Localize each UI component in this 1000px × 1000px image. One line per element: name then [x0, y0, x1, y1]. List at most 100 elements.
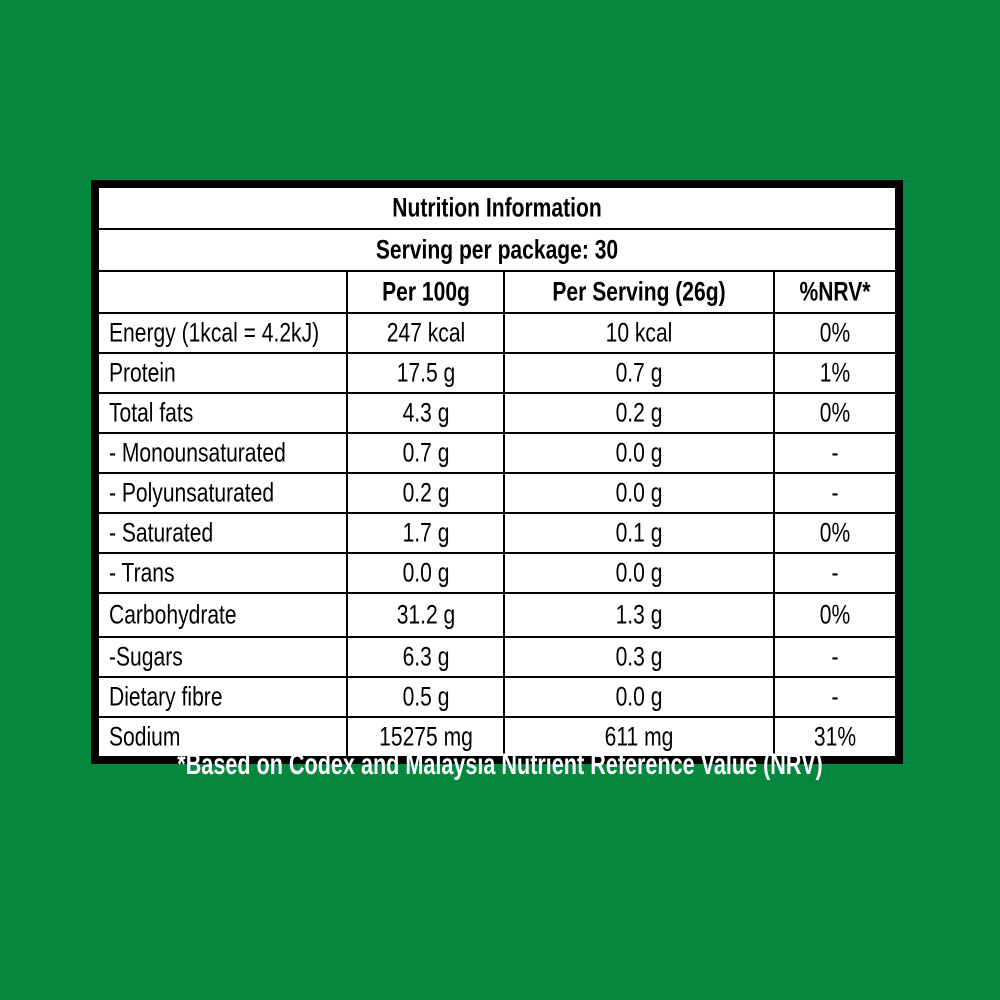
cell-text: 0.7 g	[402, 437, 449, 468]
cell: 0.3 g	[503, 636, 775, 678]
data-row: - Polyunsaturated 0.2 g 0.0 g -	[94, 472, 900, 514]
serving-text: Serving per package: 30	[375, 234, 619, 265]
data-row: Energy (1kcal = 4.2kJ) 247 kcal 10 kcal 0%	[94, 312, 900, 354]
cell: - Trans	[94, 552, 348, 594]
cell-text: 0%	[819, 317, 851, 348]
cell-text: 0.0 g	[615, 477, 663, 508]
cell: -	[773, 472, 900, 514]
cell-text: -	[831, 557, 839, 588]
cell-text: -	[831, 681, 839, 712]
cell-text: Total fats	[109, 397, 194, 428]
cell-text: 0.0 g	[615, 437, 663, 468]
title-cell: Nutrition Information	[94, 183, 900, 230]
cell: 0.2 g	[346, 472, 505, 514]
cell: 0%	[773, 512, 900, 554]
cell-text: 1%	[819, 357, 851, 388]
serving-cell: Serving per package: 30	[94, 228, 900, 272]
cell-text: 0.1 g	[615, 517, 663, 548]
header-row: Per 100g Per Serving (26g) %NRV*	[94, 270, 900, 314]
cell: -	[773, 676, 900, 718]
cell: - Polyunsaturated	[94, 472, 348, 514]
footnote: *Based on Codex and Malaysia Nutrient Re…	[177, 748, 823, 781]
cell-text: 0.2 g	[615, 397, 663, 428]
cell: 0.7 g	[346, 432, 505, 474]
cell-text: Dietary fibre	[109, 681, 223, 712]
cell-text: 0%	[819, 517, 851, 548]
cell-text: %NRV*	[799, 276, 871, 307]
data-row: Carbohydrate 31.2 g 1.3 g 0%	[94, 592, 900, 638]
cell-text: 247 kcal	[386, 317, 465, 348]
cell-text: 0.3 g	[615, 641, 663, 672]
cell-text: 1.3 g	[615, 599, 663, 630]
cell-text: 0%	[819, 397, 851, 428]
cell-text: 0.2 g	[402, 477, 449, 508]
cell: 17.5 g	[346, 352, 505, 394]
cell: Total fats	[94, 392, 348, 434]
cell-text: 10 kcal	[605, 317, 673, 348]
cell: Sodium	[94, 716, 348, 761]
cell-text: - Saturated	[109, 517, 214, 548]
cell: 0%	[773, 312, 900, 354]
data-row: Sodium 15275 mg 611 mg 31%	[94, 716, 900, 761]
cell: 1%	[773, 352, 900, 394]
cell: 0.0 g	[503, 432, 775, 474]
cell-text: Carbohydrate	[109, 599, 237, 630]
cell: 31.2 g	[346, 592, 505, 638]
cell: Carbohydrate	[94, 592, 348, 638]
cell: 0%	[773, 392, 900, 434]
cell-text: 0.7 g	[615, 357, 663, 388]
cell: 0.0 g	[503, 676, 775, 718]
cell: 0.0 g	[503, 472, 775, 514]
cell-text: Per Serving (26g)	[552, 276, 726, 307]
cell: Dietary fibre	[94, 676, 348, 718]
data-row: Total fats 4.3 g 0.2 g 0%	[94, 392, 900, 434]
cell: - Saturated	[94, 512, 348, 554]
cell: -	[773, 552, 900, 594]
cell: Energy (1kcal = 4.2kJ)	[94, 312, 348, 354]
footnote-box: *Based on Codex and Malaysia Nutrient Re…	[0, 748, 1000, 788]
cell-text: 0.5 g	[402, 681, 449, 712]
cell: 31%	[773, 716, 900, 761]
cell-text: - Monounsaturated	[109, 437, 286, 468]
cell: 0%	[773, 592, 900, 638]
data-row: Protein 17.5 g 0.7 g 1%	[94, 352, 900, 394]
cell: %NRV*	[773, 270, 900, 314]
cell-text: 0.0 g	[615, 681, 663, 712]
cell: Per 100g	[346, 270, 505, 314]
data-row: - Trans 0.0 g 0.0 g -	[94, 552, 900, 594]
cell: Protein	[94, 352, 348, 394]
cell: 611 mg	[503, 716, 775, 761]
cell-text: -	[831, 641, 839, 672]
cell-text: Protein	[109, 357, 176, 388]
cell: 15275 mg	[346, 716, 505, 761]
cell: 1.3 g	[503, 592, 775, 638]
cell: 4.3 g	[346, 392, 505, 434]
cell: Per Serving (26g)	[503, 270, 775, 314]
cell-text: Energy (1kcal = 4.2kJ)	[109, 317, 320, 348]
cell-text: 4.3 g	[402, 397, 449, 428]
cell: -Sugars	[94, 636, 348, 678]
cell: -	[773, 636, 900, 678]
cell: -	[773, 432, 900, 474]
table-title: Nutrition Information	[392, 192, 602, 223]
cell-text: 0.0 g	[615, 557, 663, 588]
cell-text: 6.3 g	[402, 641, 449, 672]
data-row: Dietary fibre 0.5 g 0.0 g -	[94, 676, 900, 718]
nutrition-table: Nutrition Information Serving per packag…	[91, 180, 903, 764]
cell-text: - Polyunsaturated	[109, 477, 275, 508]
cell: 0.7 g	[503, 352, 775, 394]
cell: 0.2 g	[503, 392, 775, 434]
cell: 6.3 g	[346, 636, 505, 678]
cell: 0.1 g	[503, 512, 775, 554]
cell-text: -	[831, 437, 839, 468]
cell-text: 15275 mg	[378, 721, 473, 752]
cell: 0.0 g	[503, 552, 775, 594]
cell-text: Per 100g	[381, 276, 470, 307]
cell-text: 17.5 g	[396, 357, 455, 388]
cell-text: -Sugars	[109, 641, 183, 672]
data-row: -Sugars 6.3 g 0.3 g -	[94, 636, 900, 678]
cell-text: 1.7 g	[402, 517, 449, 548]
cell-text: Sodium	[109, 721, 181, 752]
cell-text: -	[831, 477, 839, 508]
